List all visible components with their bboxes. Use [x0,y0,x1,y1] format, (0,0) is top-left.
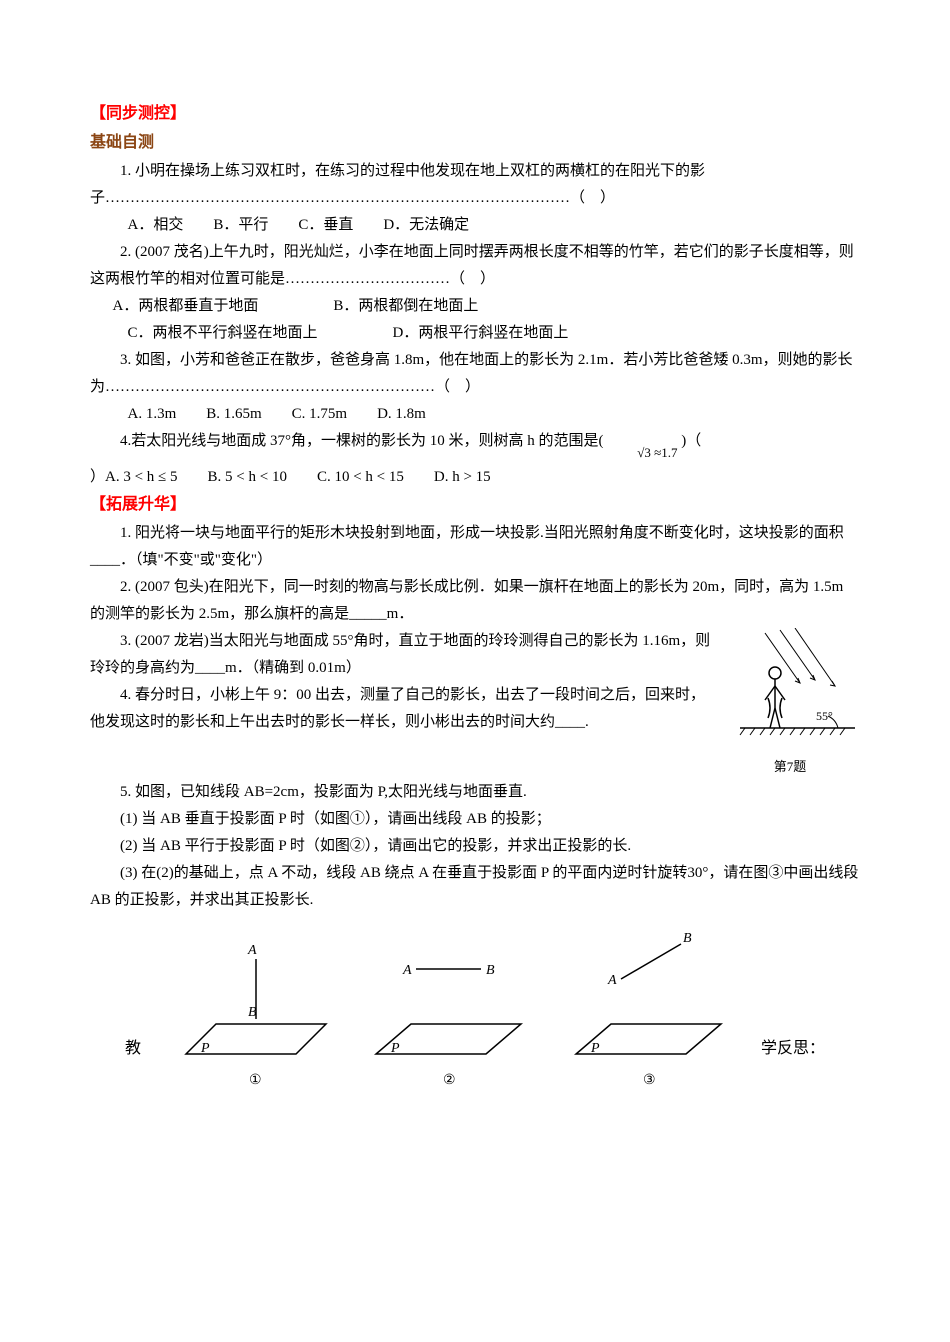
q-text: 2. (2007 茂名)上午九时，阳光灿烂，小李在地面上同时摆弄两根长度不相等的… [90,239,860,293]
svg-text:P: P [390,1041,400,1056]
angle-label: 55° [816,709,833,723]
svg-text:A: A [402,963,412,978]
q-text: (2) 当 AB 平行于投影面 P 时（如图②），请画出它的投影，并求出正投影的… [90,833,860,860]
footer-left: 教 [125,1035,141,1094]
sync-title: 【同步测控】 [90,100,860,129]
diagram-3: A B P ③ [561,924,731,1094]
q-text: 1. 小明在操场上练习双杠时，在练习的过程中他发现在地上双杠的两横杠的在阳光下的… [90,158,860,212]
svg-text:A: A [247,943,257,958]
svg-text:②: ② [443,1073,456,1088]
expand-title: 【拓展升华】 [90,491,860,520]
q-text: (3) 在(2)的基础上，点 A 不动，线段 AB 绕点 A 在垂直于投影面 P… [90,860,860,914]
q-choices: A．两根都垂直于地面 B．两根都倒在地面上 [90,293,860,320]
svg-text:B: B [683,931,692,946]
q-text: 5. 如图，已知线段 AB=2cm，投影面为 P,太阳光线与地面垂直. [90,779,860,806]
svg-text:A: A [607,973,617,988]
svg-text:P: P [590,1041,600,1056]
footer-right: 学反思： [761,1035,825,1094]
svg-text:③: ③ [643,1073,656,1088]
q-text: 2. (2007 包头)在阳光下，同一时刻的物高与影长成比例．如果一旗杆在地面上… [90,574,860,628]
diagrams-row: 教 A B P ① A B P ② A B [90,924,860,1094]
q-text: (1) 当 AB 垂直于投影面 P 时（如图①），请画出线段 AB 的投影； [90,806,860,833]
diagram-2: A B P ② [361,924,531,1094]
svg-text:①: ① [249,1073,262,1088]
diagram-1: A B P ① [171,924,331,1094]
q-choices: A. 1.3m B. 1.65m C. 1.75m D. 1.8m [90,401,860,428]
figure-caption: 第7题 [720,755,860,778]
q-text: 3. 如图，小芳和爸爸正在散步，爸爸身高 1.8m，他在地面上的影长为 2.1m… [90,347,860,401]
figure-7: 55° 第7题 [720,628,860,779]
q4-part1: 4.若太阳光线与地面成 37°角，一棵树的影长为 10 米，则树高 h 的范围是… [120,433,604,449]
q4-part2: )（ [681,433,701,449]
q4-sqrt: √3 ≈1.7 [607,441,677,464]
svg-text:B: B [248,1005,257,1020]
q-choices: ）A. 3 < h ≤ 5 B. 5 < h < 10 C. 10 < h < … [90,464,860,491]
basic-title: 基础自测 [90,129,860,158]
q-choices: A．相交 B．平行 C．垂直 D．无法确定 [90,212,860,239]
q-text: 4.若太阳光线与地面成 37°角，一棵树的影长为 10 米，则树高 h 的范围是… [90,428,860,464]
svg-text:B: B [486,963,495,978]
q-text: 1. 阳光将一块与地面平行的矩形木块投射到地面，形成一块投影.当阳光照射角度不断… [90,520,860,574]
q-choices: C．两根不平行斜竖在地面上 D．两根平行斜竖在地面上 [90,320,860,347]
svg-text:P: P [200,1041,210,1056]
